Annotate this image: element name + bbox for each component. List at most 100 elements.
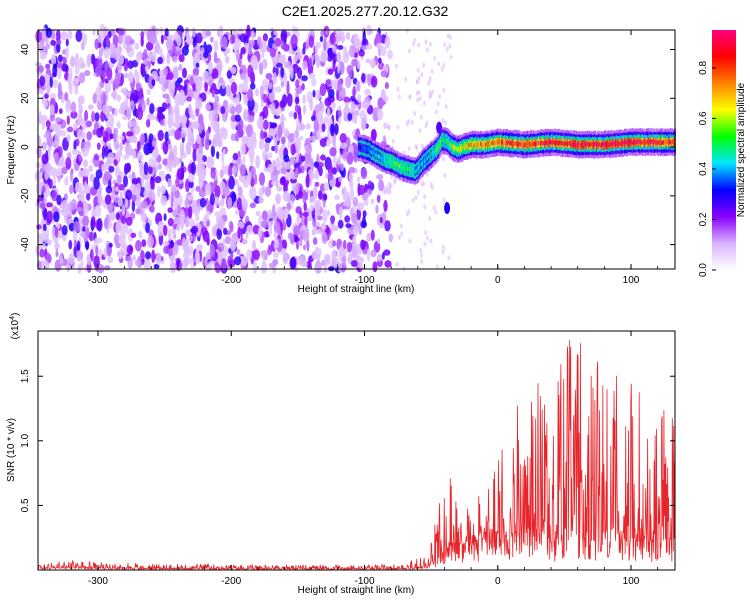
heatmap-cell <box>462 145 464 150</box>
heatmap-cell <box>101 166 107 172</box>
heatmap-cell <box>580 141 583 147</box>
heatmap-cell <box>73 122 79 131</box>
heatmap-cell <box>448 141 450 146</box>
heatmap-cell <box>580 143 582 148</box>
heatmap-cell <box>566 141 568 147</box>
heatmap-cell <box>312 89 316 98</box>
heatmap-cell <box>295 182 300 195</box>
heatmap-cell <box>400 223 403 229</box>
heatmap-cell <box>648 139 651 145</box>
heatmap-cell <box>73 239 77 248</box>
heatmap-cell <box>240 47 246 54</box>
heatmap-cell <box>309 98 313 111</box>
heatmap-cell <box>305 174 310 188</box>
heatmap-cell <box>303 228 310 243</box>
heatmap-cell <box>138 230 143 239</box>
heatmap-cell <box>229 237 237 251</box>
heatmap-cell <box>239 33 247 43</box>
heatmap-cell <box>308 73 316 80</box>
heatmap-cell <box>312 250 317 261</box>
heatmap-cell <box>437 146 439 152</box>
heatmap-cell <box>121 204 126 216</box>
heatmap-cell <box>415 79 419 85</box>
bottom-y-tick-label: 0.5 <box>20 498 31 512</box>
heatmap-cell <box>428 94 432 100</box>
heatmap-cell <box>270 102 276 115</box>
heatmap-cell <box>66 115 70 125</box>
heatmap-cell <box>304 214 308 229</box>
heatmap-cell <box>261 52 265 59</box>
heatmap-cell <box>240 194 245 202</box>
heatmap-cell <box>84 109 89 122</box>
heatmap-cell <box>513 141 515 146</box>
heatmap-cell <box>220 106 226 115</box>
heatmap-cell <box>608 142 610 148</box>
heatmap-cell <box>275 86 282 93</box>
heatmap-cell <box>283 128 290 138</box>
heatmap-cell <box>418 128 422 134</box>
heatmap-cell <box>660 140 663 145</box>
heatmap-cell <box>181 32 185 38</box>
heatmap-cell <box>178 63 183 71</box>
heatmap-cell <box>263 119 269 130</box>
heatmap-cell <box>429 152 432 158</box>
heatmap-cell <box>184 198 190 208</box>
heatmap-cell <box>88 165 93 172</box>
heatmap-cell <box>167 217 174 227</box>
heatmap-cell <box>408 94 412 100</box>
heatmap-cell <box>98 248 103 259</box>
heatmap-cell <box>307 262 311 268</box>
heatmap-cell <box>188 218 196 229</box>
heatmap-cell <box>296 67 303 79</box>
heatmap-cell <box>552 139 555 144</box>
top-y-axis-label: Frequency (Hz) <box>6 116 17 185</box>
heatmap-cell <box>483 143 485 148</box>
heatmap-cell <box>628 139 630 145</box>
heatmap-cell <box>413 169 415 174</box>
heatmap-cell <box>613 141 616 146</box>
heatmap-cell <box>351 246 357 258</box>
heatmap-cell <box>473 143 476 148</box>
heatmap-cell <box>306 143 313 155</box>
heatmap-cell <box>300 261 308 267</box>
heatmap-cell <box>572 142 575 147</box>
heatmap-cell <box>39 51 47 60</box>
heatmap-cell <box>147 235 154 248</box>
heatmap-cell <box>568 141 570 146</box>
heatmap-cell <box>536 141 538 146</box>
heatmap-cell <box>170 262 176 274</box>
heatmap-cell <box>332 58 336 72</box>
heatmap-cell <box>247 115 255 123</box>
heatmap-cell <box>358 144 360 149</box>
heatmap-cell <box>383 199 388 212</box>
heatmap-cell <box>285 193 291 200</box>
heatmap-cell <box>82 215 89 227</box>
heatmap-cell <box>574 142 576 147</box>
heatmap-cell <box>206 204 214 212</box>
snr-series <box>37 340 676 572</box>
heatmap-cell <box>296 213 301 225</box>
heatmap-cell <box>76 128 83 141</box>
heatmap-cell <box>130 100 135 106</box>
heatmap-cell <box>305 38 310 51</box>
heatmap-cell <box>258 197 264 204</box>
heatmap-cell <box>163 67 169 76</box>
heatmap-cell <box>157 129 164 142</box>
heatmap-cell <box>413 168 416 173</box>
heatmap-cell <box>149 103 155 115</box>
heatmap-cell <box>416 67 420 73</box>
heatmap-cell <box>174 31 179 42</box>
heatmap-cell <box>412 168 414 173</box>
heatmap-cell <box>592 142 595 148</box>
heatmap-cell <box>176 239 183 246</box>
heatmap-cell <box>440 140 442 145</box>
heatmap-cell <box>217 218 225 231</box>
heatmap-cell <box>238 186 243 197</box>
heatmap-cell <box>134 201 142 207</box>
heatmap-cell <box>282 253 289 265</box>
heatmap-cell <box>419 252 423 258</box>
heatmap-cell <box>441 118 445 123</box>
heatmap-cell <box>55 117 62 123</box>
heatmap-cell <box>293 225 300 236</box>
heatmap-cell <box>609 141 612 146</box>
